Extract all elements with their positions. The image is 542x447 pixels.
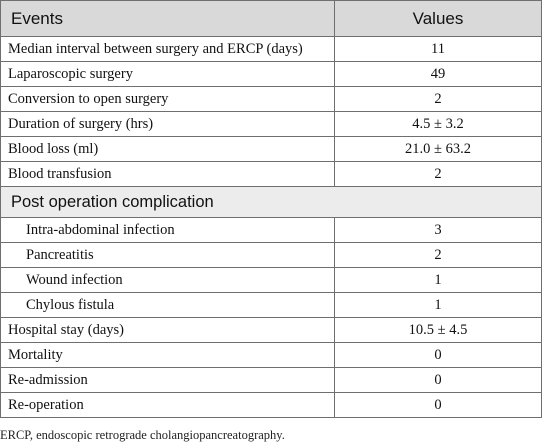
row-value: 3: [334, 217, 542, 243]
row-label: Conversion to open surgery: [0, 86, 335, 112]
column-header-events: Events: [0, 0, 335, 37]
row-value: 2: [334, 86, 542, 112]
row-value: 10.5 ± 4.5: [334, 317, 542, 343]
events-table: Events Values Median interval between su…: [0, 0, 542, 418]
row-label: Wound infection: [0, 267, 335, 293]
table-row: Laparoscopic surgery 49: [0, 61, 542, 87]
row-label: Blood transfusion: [0, 161, 335, 187]
row-value: 2: [334, 242, 542, 268]
table-row: Wound infection 1: [0, 267, 542, 293]
table-row: Re-operation 0: [0, 392, 542, 418]
header-row: Events Values: [0, 0, 542, 37]
row-value: 21.0 ± 63.2: [334, 136, 542, 162]
table-footnote: ERCP, endoscopic retrograde cholangiopan…: [0, 428, 285, 442]
section-row: Post operation complication: [0, 186, 542, 218]
row-value: 1: [334, 267, 542, 293]
row-value: 0: [334, 342, 542, 368]
row-value: 0: [334, 367, 542, 393]
table-row: Median interval between surgery and ERCP…: [0, 36, 542, 62]
row-label: Intra-abdominal infection: [0, 217, 335, 243]
table-row: Hospital stay (days) 10.5 ± 4.5: [0, 317, 542, 343]
table-row: Mortality 0: [0, 342, 542, 368]
row-label: Pancreatitis: [0, 242, 335, 268]
row-value: 11: [334, 36, 542, 62]
table-row: Intra-abdominal infection 3: [0, 217, 542, 243]
row-value: 1: [334, 292, 542, 318]
section-title: Post operation complication: [0, 186, 542, 218]
row-label: Blood loss (ml): [0, 136, 335, 162]
row-value: 4.5 ± 3.2: [334, 111, 542, 137]
row-label: Re-admission: [0, 367, 335, 393]
row-label: Median interval between surgery and ERCP…: [0, 36, 335, 62]
column-header-values: Values: [334, 0, 542, 37]
row-label: Mortality: [0, 342, 335, 368]
row-value: 0: [334, 392, 542, 418]
table-row: Duration of surgery (hrs) 4.5 ± 3.2: [0, 111, 542, 137]
row-label: Duration of surgery (hrs): [0, 111, 335, 137]
table-row: Conversion to open surgery 2: [0, 86, 542, 112]
row-label: Re-operation: [0, 392, 335, 418]
row-label: Laparoscopic surgery: [0, 61, 335, 87]
row-label: Hospital stay (days): [0, 317, 335, 343]
row-value: 49: [334, 61, 542, 87]
table-row: Blood loss (ml) 21.0 ± 63.2: [0, 136, 542, 162]
row-value: 2: [334, 161, 542, 187]
table-row: Blood transfusion 2: [0, 161, 542, 187]
table-row: Pancreatitis 2: [0, 242, 542, 268]
table-row: Re-admission 0: [0, 367, 542, 393]
row-label: Chylous fistula: [0, 292, 335, 318]
table-row: Chylous fistula 1: [0, 292, 542, 318]
